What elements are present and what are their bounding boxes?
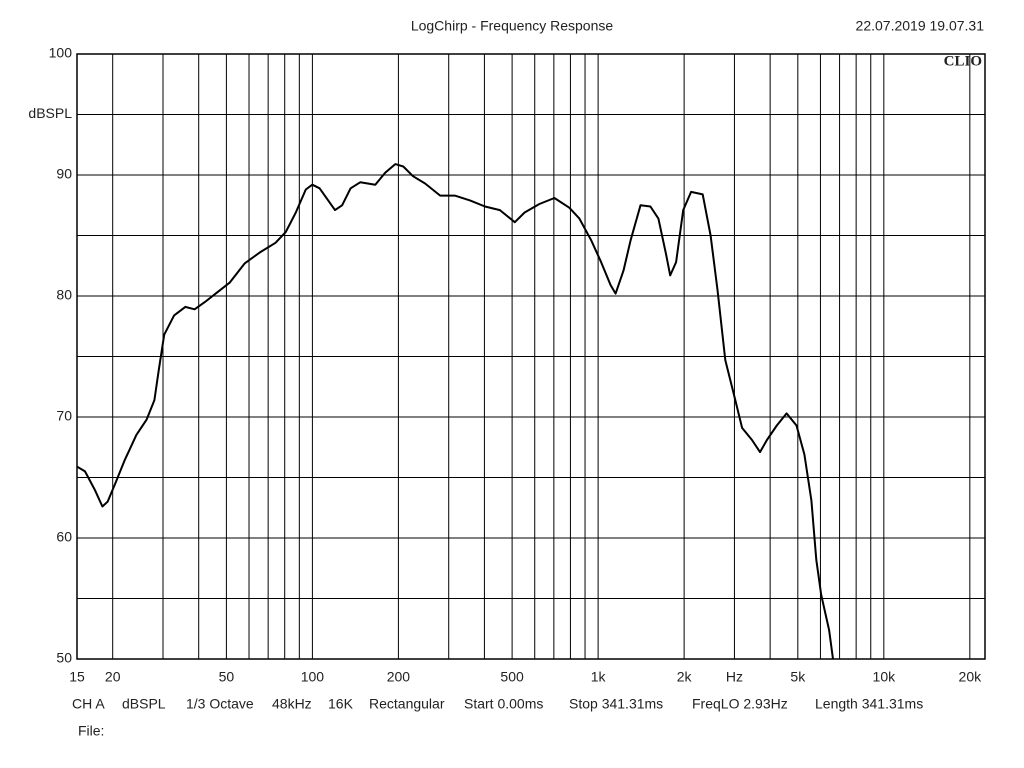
y-tick-label: 50 (56, 650, 72, 666)
file-label: File: (78, 723, 104, 739)
x-tick-label: 20k (959, 669, 983, 685)
x-tick-label: 50 (219, 669, 235, 685)
setting: CH A (72, 696, 105, 712)
x-tick-label: 2k (677, 669, 693, 685)
setting: Length 341.31ms (815, 696, 923, 712)
setting: FreqLO 2.93Hz (692, 696, 788, 712)
x-tick-label: 100 (301, 669, 325, 685)
plot-frame (76, 53, 986, 660)
y-tick-label: 60 (56, 529, 72, 545)
setting: 1/3 Octave (186, 696, 254, 712)
y-tick-label: 80 (56, 287, 72, 303)
x-tick-label: 1k (591, 669, 607, 685)
setting: Start 0.00ms (464, 696, 543, 712)
y-axis-label: dBSPL (28, 105, 72, 121)
setting: 16K (328, 696, 354, 712)
x-tick-label: 10k (873, 669, 897, 685)
y-tick-label: 100 (49, 45, 73, 61)
y-tick-label: 90 (56, 166, 72, 182)
setting: Stop 341.31ms (569, 696, 663, 712)
setting: Rectangular (369, 696, 445, 712)
x-tick-label: 500 (500, 669, 524, 685)
setting: dBSPL (122, 696, 166, 712)
x-tick-label: 15 (69, 669, 85, 685)
timestamp: 22.07.2019 19.07.31 (856, 18, 985, 34)
x-tick-label: 20 (105, 669, 121, 685)
response-curve (77, 163, 834, 659)
x-tick-label: 5k (790, 669, 806, 685)
logo: CLIO (944, 53, 982, 69)
x-axis-label: Hz (726, 669, 743, 685)
y-tick-label: 70 (56, 408, 72, 424)
x-tick-label: 200 (387, 669, 411, 685)
chart-title: LogChirp - Frequency Response (411, 18, 614, 34)
setting: 48kHz (272, 696, 312, 712)
